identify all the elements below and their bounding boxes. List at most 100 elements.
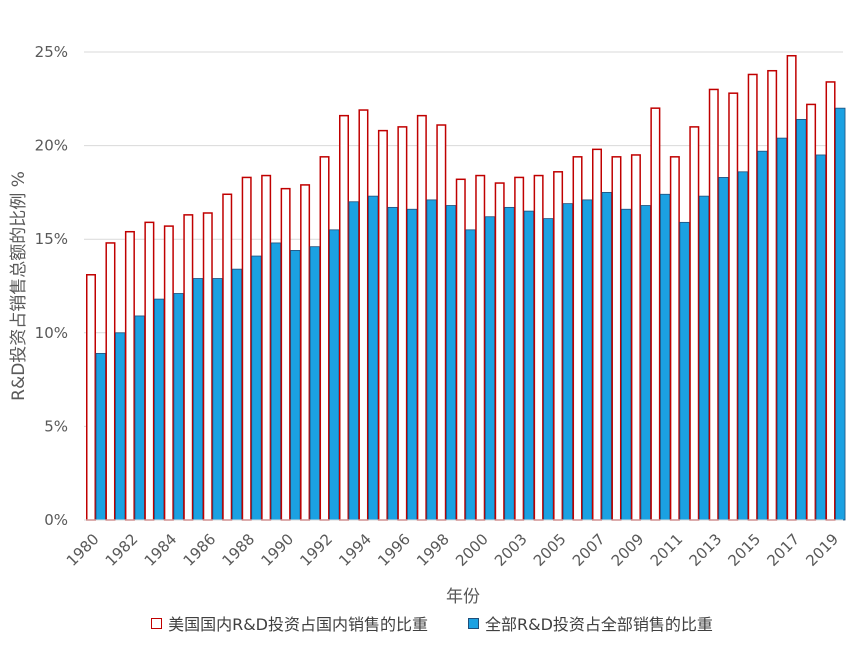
bar-total [348,201,359,521]
bar-total [796,118,807,521]
bar-total [406,208,418,521]
x-tick-label: 2003 [491,530,531,570]
bar-domestic [689,126,700,521]
bar-total [582,199,593,521]
bar-domestic [339,114,349,521]
bar-domestic [494,182,505,521]
x-tick-label: 1994 [335,530,375,570]
x-tick-label: 1998 [413,530,453,570]
bar-total [212,278,223,521]
y-tick-label: 10% [35,324,68,342]
bar-domestic [416,114,427,521]
x-tick-label: 2019 [802,530,842,570]
bar-total [815,154,826,521]
bar-domestic [241,176,252,521]
bar-domestic [105,242,116,521]
bar-total [387,206,398,521]
x-tick-label: 1980 [63,530,103,570]
bar-domestic [183,214,194,521]
legend-item-domestic: 美国国内R&D投资占国内销售的比重 [151,611,428,635]
x-tick-label: 2005 [530,530,570,570]
bar-domestic [669,156,680,521]
bar-total [231,268,243,521]
bar-total [426,199,437,521]
bar-total [192,278,204,521]
bar-domestic [806,103,817,521]
bar-total [270,242,282,521]
y-axis-label: R&D投资占销售总额的比例 % [9,171,29,401]
bar-total [115,332,126,521]
bar-total [776,137,788,521]
bar-total [153,298,165,521]
bar-domestic [144,221,155,521]
bar-domestic [300,184,311,521]
bar-domestic [825,81,836,521]
x-tick-label: 1984 [141,530,181,570]
bar-total [290,250,301,521]
x-tick-label: 2011 [647,530,687,570]
bar-domestic [611,156,622,521]
bar-domestic [163,225,174,521]
bar-total [309,246,320,521]
y-tick-label: 0% [44,511,68,529]
bar-domestic [86,274,96,521]
bar-total [95,352,106,521]
legend-swatch-total [468,617,479,629]
bar-total [698,195,710,521]
bar-total [737,171,749,521]
bar-total [543,218,554,521]
bar-domestic [650,107,661,521]
bar-domestic [358,109,369,521]
x-tick-label: 2017 [763,530,803,570]
bar-total [465,229,476,521]
x-tick-label: 1986 [180,530,220,570]
bar-domestic [747,73,758,521]
bar-domestic [436,124,447,521]
bar-total [134,315,145,521]
bar-domestic [728,92,739,521]
x-tick-labels: 1980 1982 1984 1986 1988 1990 1992 1994 1996 1998… [63,530,842,570]
x-axis-label: 年份 [446,587,480,607]
legend-label-total: 全部R&D投资占全部销售的比重 [485,615,713,634]
bar-total [679,221,690,521]
x-tick-label: 2015 [725,530,765,570]
bar-total [757,150,768,521]
y-tick-labels: 0% 5% 10% 15% 20% 25% [35,43,68,529]
bar-total [445,205,457,521]
bar-domestic [397,126,408,521]
bar-total [601,191,612,521]
bars [86,54,846,521]
x-tick-label: 2013 [686,530,726,570]
bar-total [173,293,184,521]
bar-total [523,210,535,521]
x-tick-label: 1988 [219,530,259,570]
bar-total [621,208,632,521]
bar-domestic [475,174,486,521]
x-tick-label: 1990 [257,530,297,570]
x-tick-label: 2009 [608,530,648,570]
x-tick-label: 2000 [452,530,492,570]
bar-domestic [553,171,564,521]
bar-total [718,177,729,521]
bar-domestic [533,174,544,521]
bar-domestic [261,174,272,521]
bar-total [640,205,651,521]
legend: 美国国内R&D投资占国内销售的比重 全部R&D投资占全部销售的比重 [0,608,864,638]
x-tick-label: 2007 [569,530,609,570]
y-tick-label: 15% [35,230,68,248]
bar-domestic [377,129,388,521]
y-tick-label: 20% [35,137,68,155]
legend-swatch-domestic [151,617,163,629]
bar-domestic [455,178,466,521]
bar-domestic [708,88,719,521]
bar-domestic [280,187,291,521]
bar-total [368,195,379,521]
bar-domestic [630,154,641,521]
y-tick-label: 25% [35,43,68,61]
bar-total [562,203,573,521]
bar-domestic [572,156,583,521]
legend-label-domestic: 美国国内R&D投资占国内销售的比重 [168,615,428,634]
y-tick-label: 5% [44,417,68,435]
bar-total [659,193,671,521]
